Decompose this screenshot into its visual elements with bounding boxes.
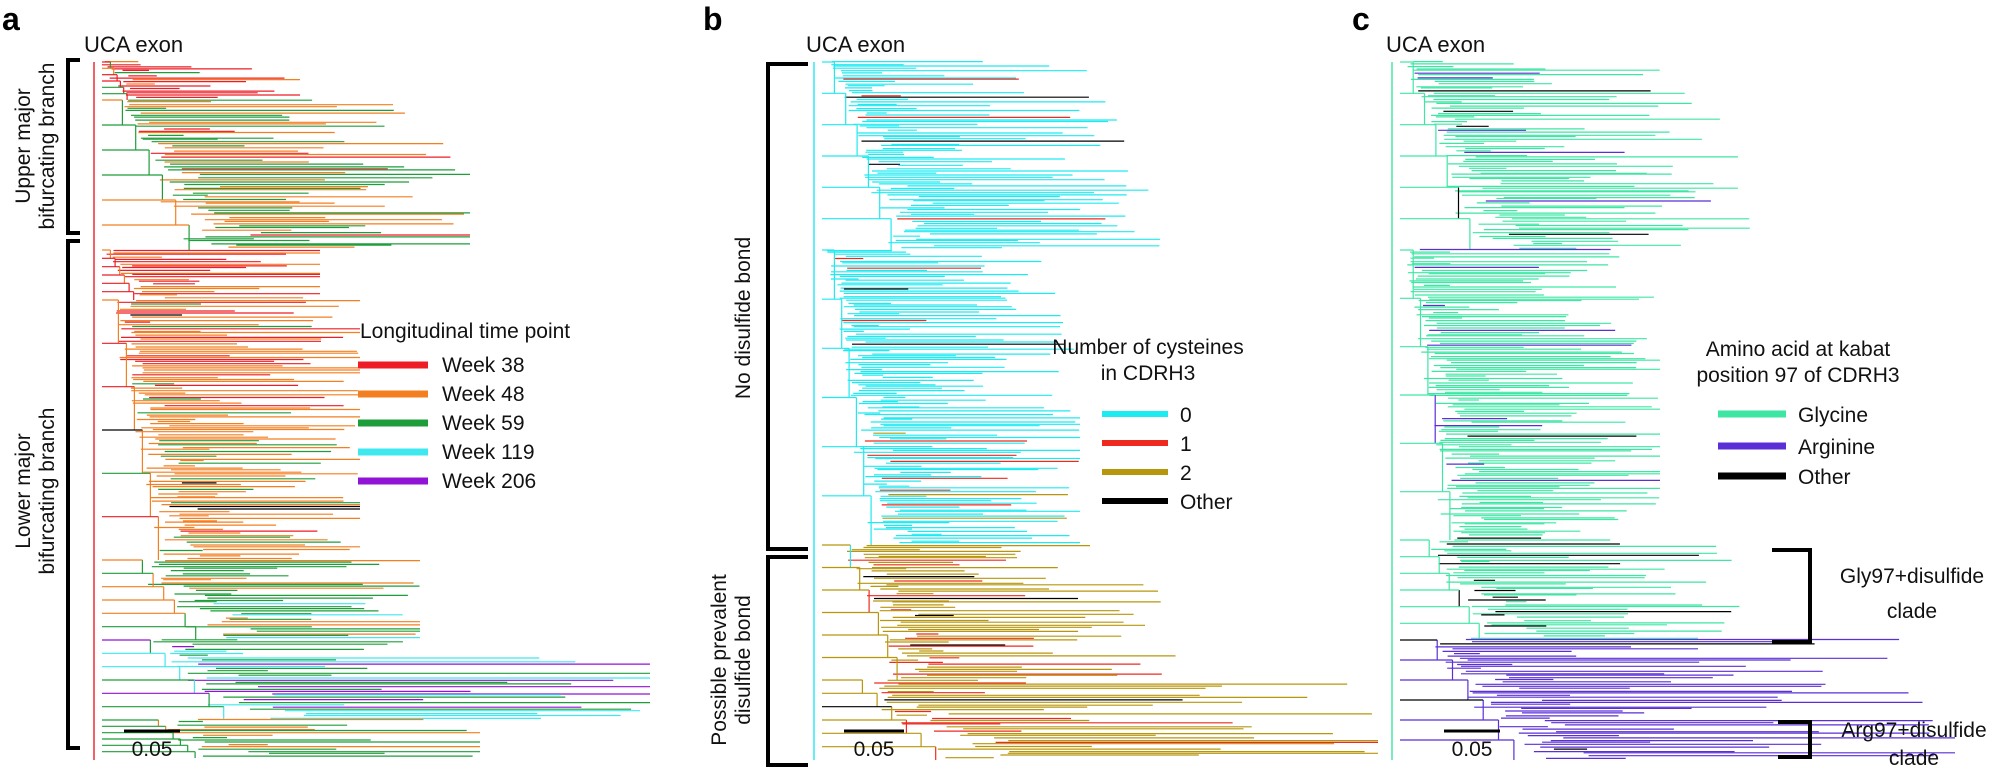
panel-a-upper-bracket: [66, 58, 80, 235]
panel-c-tree: [1391, 60, 1955, 760]
panel-b-disulfide-label-line1: Possible prevalent: [708, 574, 731, 746]
panel-b-disulfide-bracket: [766, 555, 808, 767]
panel-a-upper-label-line1: Upper major: [12, 88, 35, 204]
panel-c-gly97-label-line2: clade: [1887, 600, 1937, 623]
panel-a-letter: a: [2, 1, 20, 37]
panel-b-disulfide-label-line2: disulfide bond: [732, 595, 755, 725]
panel-a: a UCA exon Upper major bifurcating branc…: [2, 1, 650, 761]
panel-b-legend-label-2: 2: [1180, 462, 1192, 485]
panel-a-lower-label-line2: bifurcating branch: [36, 408, 59, 575]
panel-b-legend-title-line1: Number of cysteines: [1052, 336, 1243, 359]
panel-b-legend-label-1: 1: [1180, 433, 1192, 456]
panel-c-scale-label: 0.05: [1452, 738, 1493, 761]
panel-b-tree: [813, 60, 1378, 760]
panel-b-legend-title-line2: in CDRH3: [1101, 362, 1196, 385]
panel-c-legend-label-other: Other: [1798, 466, 1851, 489]
panel-a-scale-label: 0.05: [132, 738, 173, 761]
panel-c-legend-label-glycine: Glycine: [1798, 404, 1868, 427]
panel-a-legend-label-week48: Week 48: [442, 383, 525, 406]
panel-c-gly97-bracket: [1772, 548, 1812, 644]
panel-a-upper-label-line2: bifurcating branch: [36, 63, 59, 230]
panel-c-arg97-label-line1: Arg97+disulfide: [1841, 719, 1986, 742]
panel-b-legend-label-0: 0: [1180, 404, 1192, 427]
panel-a-legend-title: Longitudinal time point: [360, 320, 570, 343]
panel-c: c UCA exon Amino acid at kabat position …: [1352, 1, 1987, 769]
panel-b-scale-label: 0.05: [854, 738, 895, 761]
panel-a-lower-label-line1: Lower major: [12, 433, 35, 549]
panel-b-letter: b: [703, 1, 723, 37]
panel-c-root-label: UCA exon: [1386, 32, 1485, 57]
panel-a-tree: [93, 60, 650, 760]
panel-a-root-label: UCA exon: [84, 32, 183, 57]
panel-a-legend-label-week119: Week 119: [442, 441, 535, 464]
panel-b-no-disulfide-bracket: [766, 62, 808, 551]
panel-a-legend-label-week38: Week 38: [442, 354, 525, 377]
panel-b-no-disulfide-label: No disulfide bond: [732, 237, 755, 399]
panel-c-legend-title-line1: Amino acid at kabat: [1706, 338, 1891, 361]
panel-c-arg97-label-line2: clade: [1889, 747, 1939, 769]
panel-b-root-label: UCA exon: [806, 32, 905, 57]
panel-b: b UCA exon No disulfide bond Possible pr…: [703, 1, 1378, 767]
panel-c-letter: c: [1352, 1, 1370, 37]
panel-b-legend-label-other: Other: [1180, 491, 1233, 514]
panel-a-legend-label-week59: Week 59: [442, 412, 525, 435]
panel-a-lower-bracket: [66, 239, 80, 750]
panel-c-legend-label-arginine: Arginine: [1798, 436, 1875, 459]
panel-c-gly97-label-line1: Gly97+disulfide: [1840, 565, 1984, 588]
panel-c-legend-title-line2: position 97 of CDRH3: [1696, 364, 1899, 387]
panel-a-legend-label-week206: Week 206: [442, 470, 536, 493]
panel-c-arg97-bracket: [1778, 720, 1812, 759]
